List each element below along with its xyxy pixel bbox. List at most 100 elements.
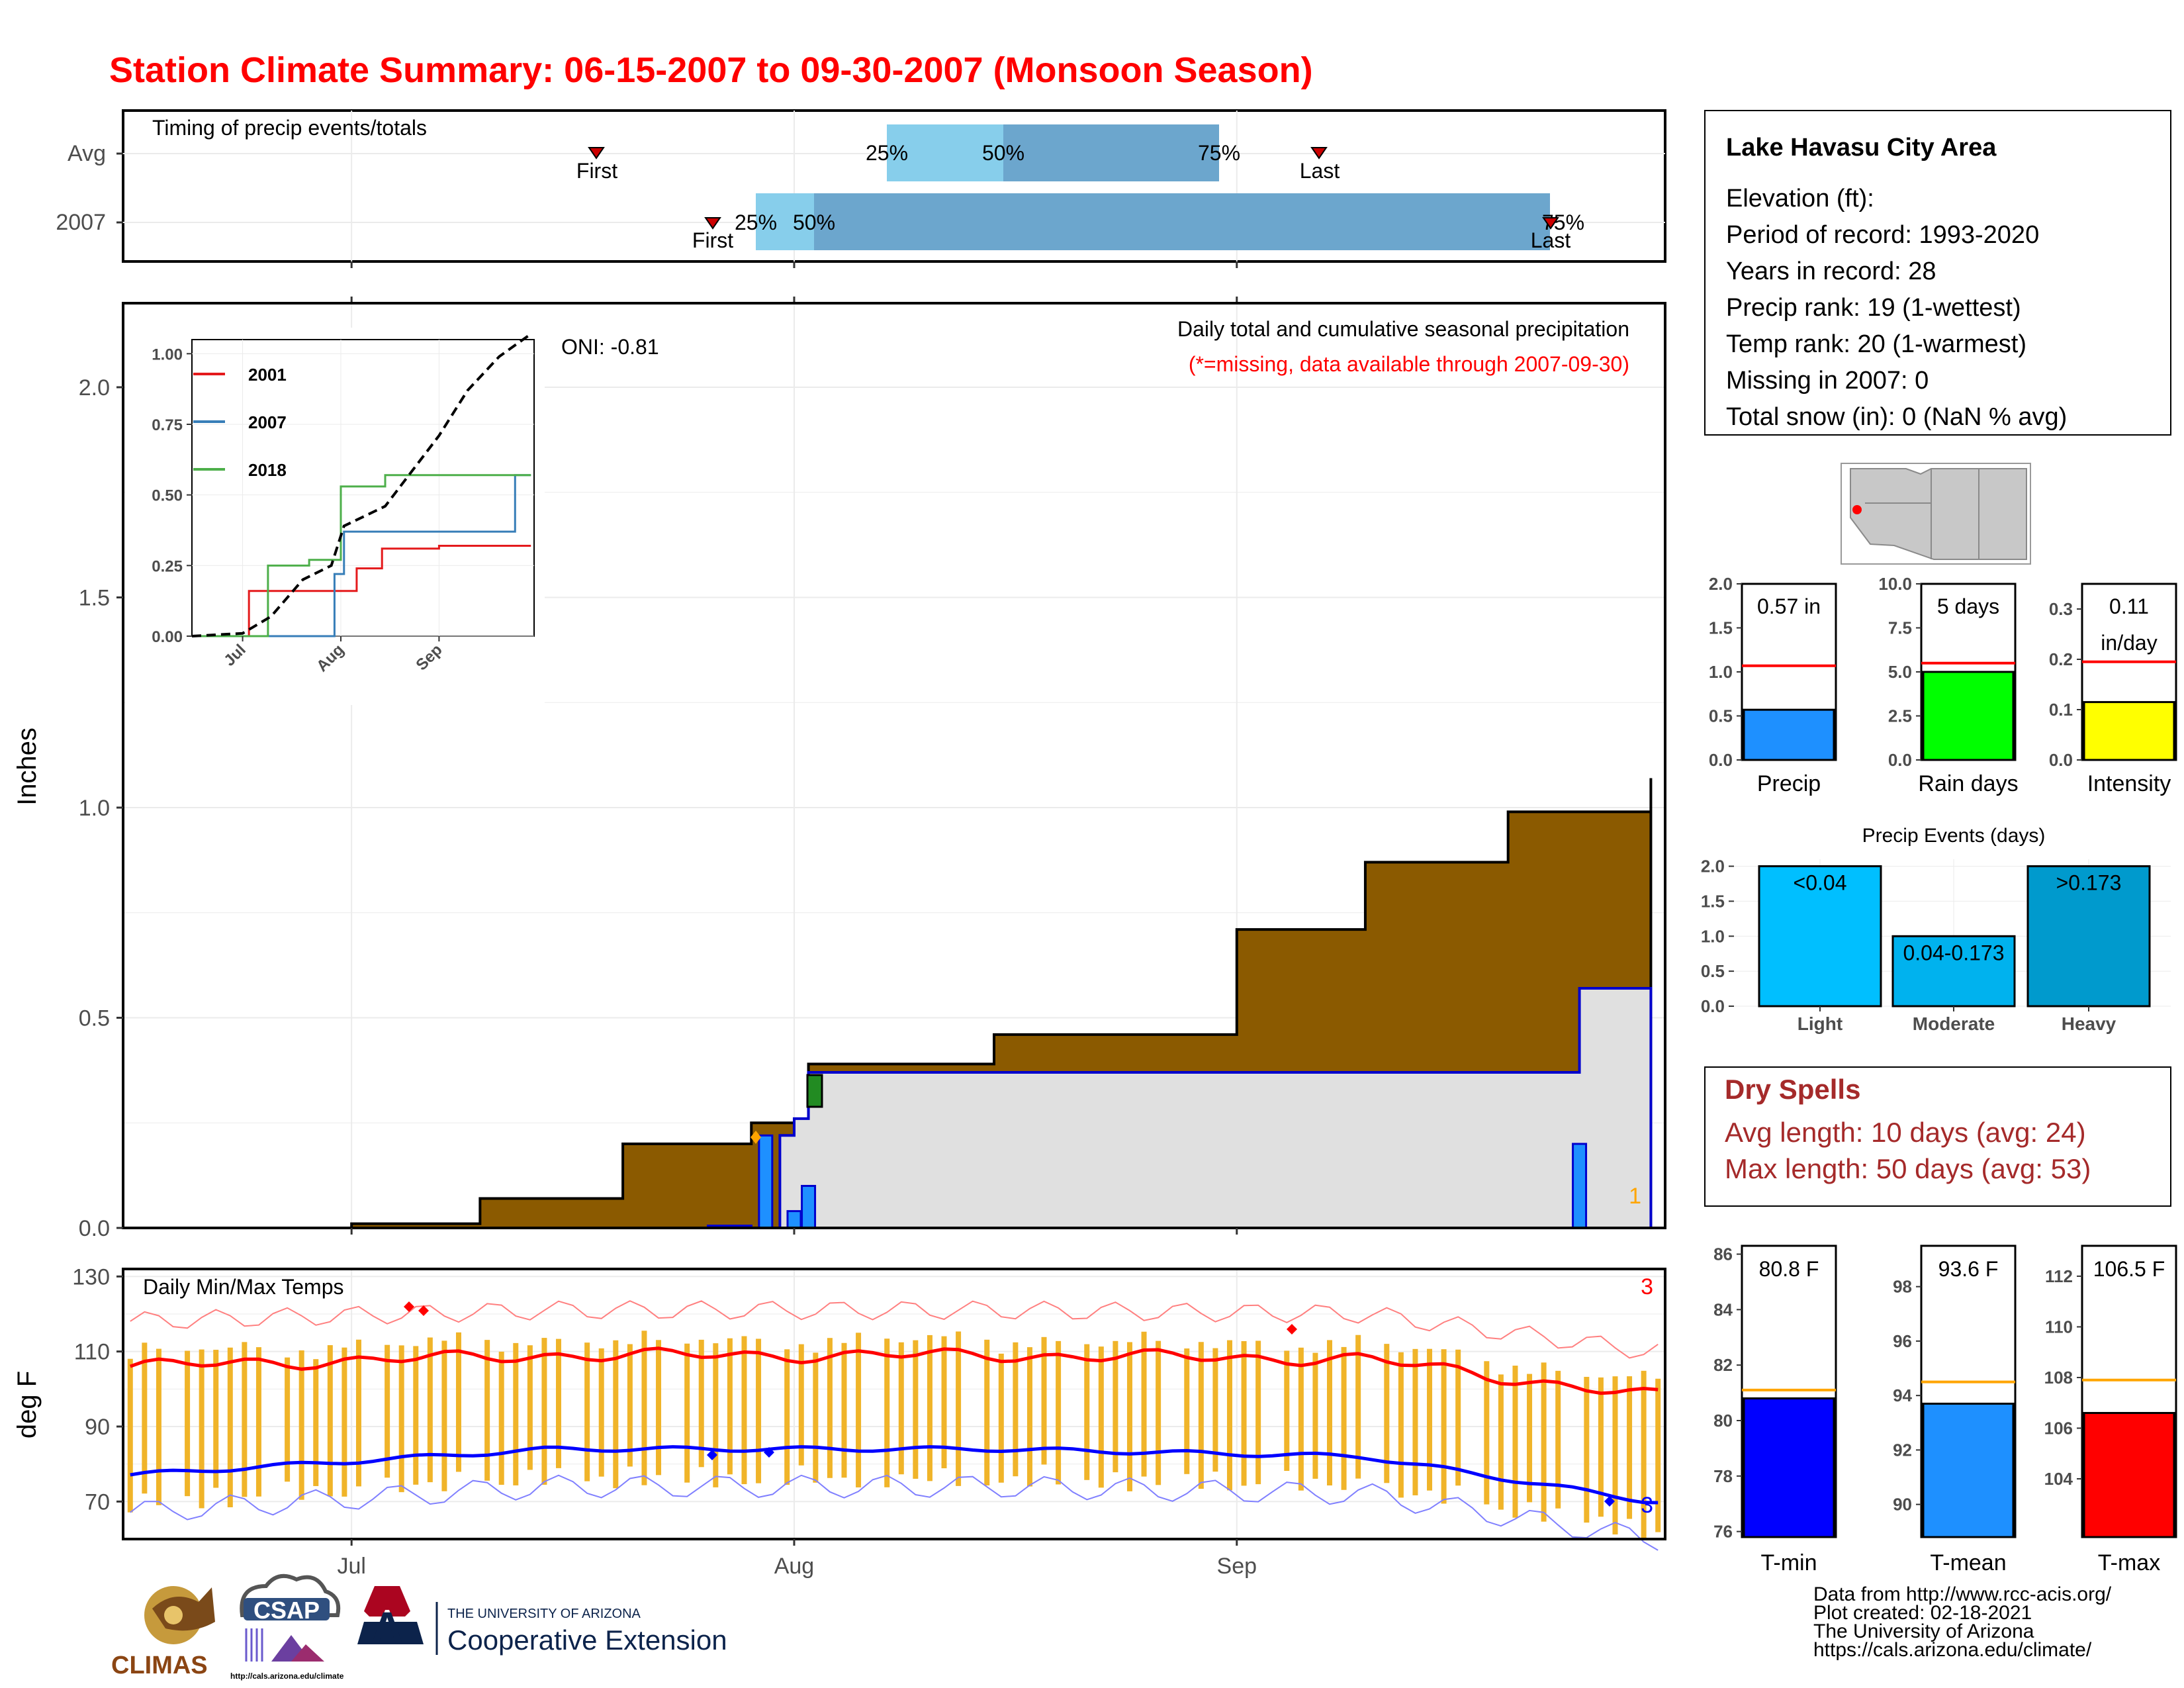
precip-events-chart: Precip Events (days) <0.04 Light 0.04-0.17… xyxy=(1701,825,2171,1034)
value-label: 106.5 F xyxy=(2093,1257,2165,1281)
daily-temp-range-bar xyxy=(185,1350,191,1497)
daily-precip-bar xyxy=(801,1185,817,1229)
daily-temp-range-bar xyxy=(1512,1366,1518,1518)
dry-spells-box: Dry Spells Avg length: 10 days (avg: 24)… xyxy=(1704,1066,2171,1207)
temp-panel: 70 90 110 130 deg F Daily Min/Max Temps 3 3… xyxy=(13,1228,1666,1579)
daily-temp-range-bar xyxy=(341,1347,347,1497)
record-min-count: 3 xyxy=(1641,1493,1653,1518)
daily-temp-range-bar xyxy=(527,1345,533,1470)
inset-line-2001 xyxy=(192,544,531,637)
last-label-2007: Last xyxy=(1531,228,1571,252)
first-label-2007: First xyxy=(692,228,733,252)
station-name: Lake Havasu City Area xyxy=(1726,134,1997,162)
timing-row-avg-label: Avg xyxy=(68,141,106,166)
daily-temp-range-bar xyxy=(441,1340,447,1491)
daily-temp-range-bar xyxy=(1441,1349,1447,1504)
daily-temp-range-bar xyxy=(327,1345,333,1497)
daily-temp-range-bar xyxy=(1327,1340,1333,1486)
summary-bar-precip: 0.57 in 0.0 0.5 1.0 1.5 2.0 Precip xyxy=(1709,574,1837,796)
value-bar xyxy=(2083,701,2175,761)
daily-temp-range-bar xyxy=(827,1338,833,1478)
event-category-label: Heavy xyxy=(2062,1013,2116,1034)
daily-temp-range-bar xyxy=(455,1332,461,1472)
inset-line-2018 xyxy=(192,474,531,637)
daily-temp-range-bar xyxy=(913,1340,919,1479)
daily-temp-range-bar xyxy=(513,1342,519,1485)
daily-temp-range-bar xyxy=(127,1358,133,1513)
p25-label-avg: 25% xyxy=(866,141,908,165)
station-info-line: Total snow (in): 0 (NaN % avg) xyxy=(1726,403,2067,431)
record-high-marker xyxy=(418,1305,429,1316)
daily-temp-range-bar xyxy=(213,1350,219,1488)
ytick-label: 106 xyxy=(2044,1418,2073,1438)
daily-temp-range-bar xyxy=(1555,1370,1561,1509)
ytick-label: 86 xyxy=(1713,1244,1733,1264)
value-label: 80.8 F xyxy=(1759,1257,1819,1281)
value-unit-label: in/day xyxy=(2101,631,2157,655)
value-label: 0.11 xyxy=(2109,594,2149,618)
daily-temp-range-bar xyxy=(1541,1362,1547,1522)
daily-temp-range-bar xyxy=(355,1339,361,1487)
avg-iqr-high xyxy=(1003,124,1219,181)
precip-panel-title: Daily total and cumulative seasonal prec… xyxy=(1177,317,1629,341)
ytick-label: 82 xyxy=(1713,1355,1733,1375)
credit-line: https://cals.arizona.edu/climate/ xyxy=(1813,1639,2092,1661)
ua-cooperative-extension: Cooperative Extension xyxy=(447,1624,727,1656)
inset-ytick-label: 1.00 xyxy=(152,346,183,363)
precip-ytick-label: 1.5 xyxy=(79,586,110,611)
daily-temp-range-bar xyxy=(1312,1352,1318,1479)
daily-temp-range-bar xyxy=(398,1345,404,1493)
daily-temp-range-bar xyxy=(541,1338,547,1485)
ytick-label: 0.1 xyxy=(2049,700,2073,720)
legend-2007: 2007 xyxy=(248,412,287,432)
p75-label-avg: 75% xyxy=(1198,141,1240,165)
daily-temp-range-bar xyxy=(1298,1347,1304,1491)
csap-wordmark: CSAP xyxy=(253,1597,320,1624)
credits: Data from http://www.rcc-acis.org/ Plot … xyxy=(1813,1583,2112,1661)
temp-panel-title: Daily Min/Max Temps xyxy=(143,1275,343,1299)
2007-iqr-low xyxy=(756,193,814,250)
ytick-label: 2.0 xyxy=(1709,574,1733,594)
daily-temp-range-bar xyxy=(255,1347,261,1497)
ytick-label: 94 xyxy=(1893,1385,1912,1405)
station-info-line: Years in record: 28 xyxy=(1726,258,1936,285)
daily-temp-range-bar xyxy=(813,1352,819,1483)
daily-temp-range-bar xyxy=(784,1349,790,1485)
record-high-marker xyxy=(404,1301,414,1312)
events-ytick-label: 2.0 xyxy=(1701,857,1725,876)
daily-temp-range-bar xyxy=(1341,1346,1347,1490)
dry-spells-avg: Avg length: 10 days (avg: 24) xyxy=(1725,1117,2086,1148)
event-category-label: Light xyxy=(1797,1013,1843,1034)
credit-line: The University of Arizona xyxy=(1813,1620,2034,1642)
surplus-segment xyxy=(806,1074,823,1108)
p50-label-2007: 50% xyxy=(793,211,835,234)
daily-temp-range-bar xyxy=(1427,1348,1433,1491)
event-bar-text: <0.04 xyxy=(1794,871,1847,895)
value-label: 93.6 F xyxy=(1938,1257,1999,1281)
timing-row-2007-label: 2007 xyxy=(56,210,106,235)
ytick-label: 108 xyxy=(2044,1368,2073,1387)
ytick-label: 98 xyxy=(1893,1277,1912,1297)
inset-ytick-label: 0.50 xyxy=(152,487,183,505)
precip-ylabel: Inches xyxy=(13,727,42,806)
inset-legend: 2001 2007 2018 xyxy=(193,365,287,480)
daily-temp-range-bar xyxy=(584,1342,590,1481)
temp-bar-t-mean: 93.6 F 90 92 94 96 98 T-mean xyxy=(1893,1244,2017,1575)
temp-bar-t-min: 80.8 F 76 78 80 82 84 86 T-min xyxy=(1713,1244,1837,1575)
daily-temp-range-bar xyxy=(598,1348,604,1477)
legend-2001: 2001 xyxy=(248,365,287,385)
p25-label-2007: 25% xyxy=(735,211,777,234)
daily-temp-range-bar xyxy=(1184,1348,1190,1474)
last-label-avg: Last xyxy=(1300,159,1340,183)
daily-temp-range-bar xyxy=(1056,1340,1062,1485)
daily-temp-range-bar xyxy=(385,1344,390,1478)
daily-temp-range-bar xyxy=(898,1342,904,1475)
daily-temp-range-bar xyxy=(856,1333,862,1487)
daily-temp-range-bar xyxy=(1212,1348,1218,1472)
ytick-label: 0.0 xyxy=(1709,750,1733,770)
missing-count: 1 xyxy=(1629,1184,1641,1209)
daily-temp-range-bar xyxy=(927,1335,933,1481)
first-marker-2007 xyxy=(704,217,721,230)
daily-temp-range-bar xyxy=(956,1331,962,1486)
precip-ytick-label: 0.5 xyxy=(79,1006,110,1031)
